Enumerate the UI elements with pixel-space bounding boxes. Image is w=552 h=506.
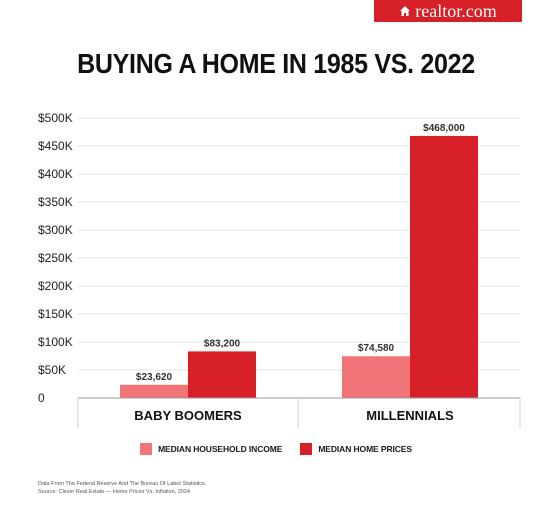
y-axis: 0 $50K $100K $150K $200K $250K $300K $350K $400K… xyxy=(38,111,73,405)
y-tick-label: $250K xyxy=(38,251,73,265)
y-tick-label: $300K xyxy=(38,223,73,237)
y-tick-label: $500K xyxy=(38,111,73,125)
legend-label-prices: MEDIAN HOME PRICES xyxy=(318,444,412,454)
data-label: $83,200 xyxy=(204,338,241,349)
data-label: $74,580 xyxy=(358,343,395,354)
x-tick-label: MILLENNIALS xyxy=(366,408,454,423)
y-tick-label: $50K xyxy=(38,363,66,377)
x-axis: BABY BOOMERS MILLENNIALS xyxy=(77,397,521,428)
bar xyxy=(120,384,188,398)
bar-chart: 0 $50K $100K $150K $200K $250K $300K $350K $400K… xyxy=(38,111,521,428)
legend-label-income: MEDIAN HOUSEHOLD INCOME xyxy=(158,444,283,454)
house-icon xyxy=(400,6,411,16)
gridlines xyxy=(78,117,520,371)
legend-swatch-income xyxy=(140,443,153,455)
bar xyxy=(410,135,478,399)
bar xyxy=(342,356,410,398)
bar xyxy=(188,351,256,398)
legend-item-income: MEDIAN HOUSEHOLD INCOME xyxy=(140,443,282,455)
y-tick-label: $200K xyxy=(38,279,73,293)
y-tick-label: 0 xyxy=(38,391,45,405)
data-label: $468,000 xyxy=(423,123,465,134)
y-tick-label: $150K xyxy=(38,307,73,321)
y-tick-label: $350K xyxy=(38,195,73,209)
y-tick-label: $400K xyxy=(38,167,73,181)
realtor-logo: realtor.com xyxy=(374,0,522,22)
bars: $23,620 $83,200 $74,580 $468,000 xyxy=(120,123,478,399)
legend: MEDIAN HOUSEHOLD INCOME MEDIAN HOME PRIC… xyxy=(0,443,552,455)
brand-name: realtor.com xyxy=(415,0,497,21)
legend-swatch-prices xyxy=(300,443,313,455)
source-note: Data From The Federal Reserve And The Bu… xyxy=(38,480,206,496)
source-line-2: Source: Clever Real Estate — Home Prices… xyxy=(38,489,190,495)
source-line-1: Data From The Federal Reserve And The Bu… xyxy=(38,481,207,487)
y-tick-label: $100K xyxy=(38,335,73,349)
y-tick-label: $450K xyxy=(38,139,73,153)
data-label: $23,620 xyxy=(136,372,173,383)
chart-title: BUYING A HOME IN 1985 VS. 2022 xyxy=(77,48,475,80)
x-tick-label: BABY BOOMERS xyxy=(134,408,242,423)
legend-item-prices: MEDIAN HOME PRICES xyxy=(300,443,412,455)
